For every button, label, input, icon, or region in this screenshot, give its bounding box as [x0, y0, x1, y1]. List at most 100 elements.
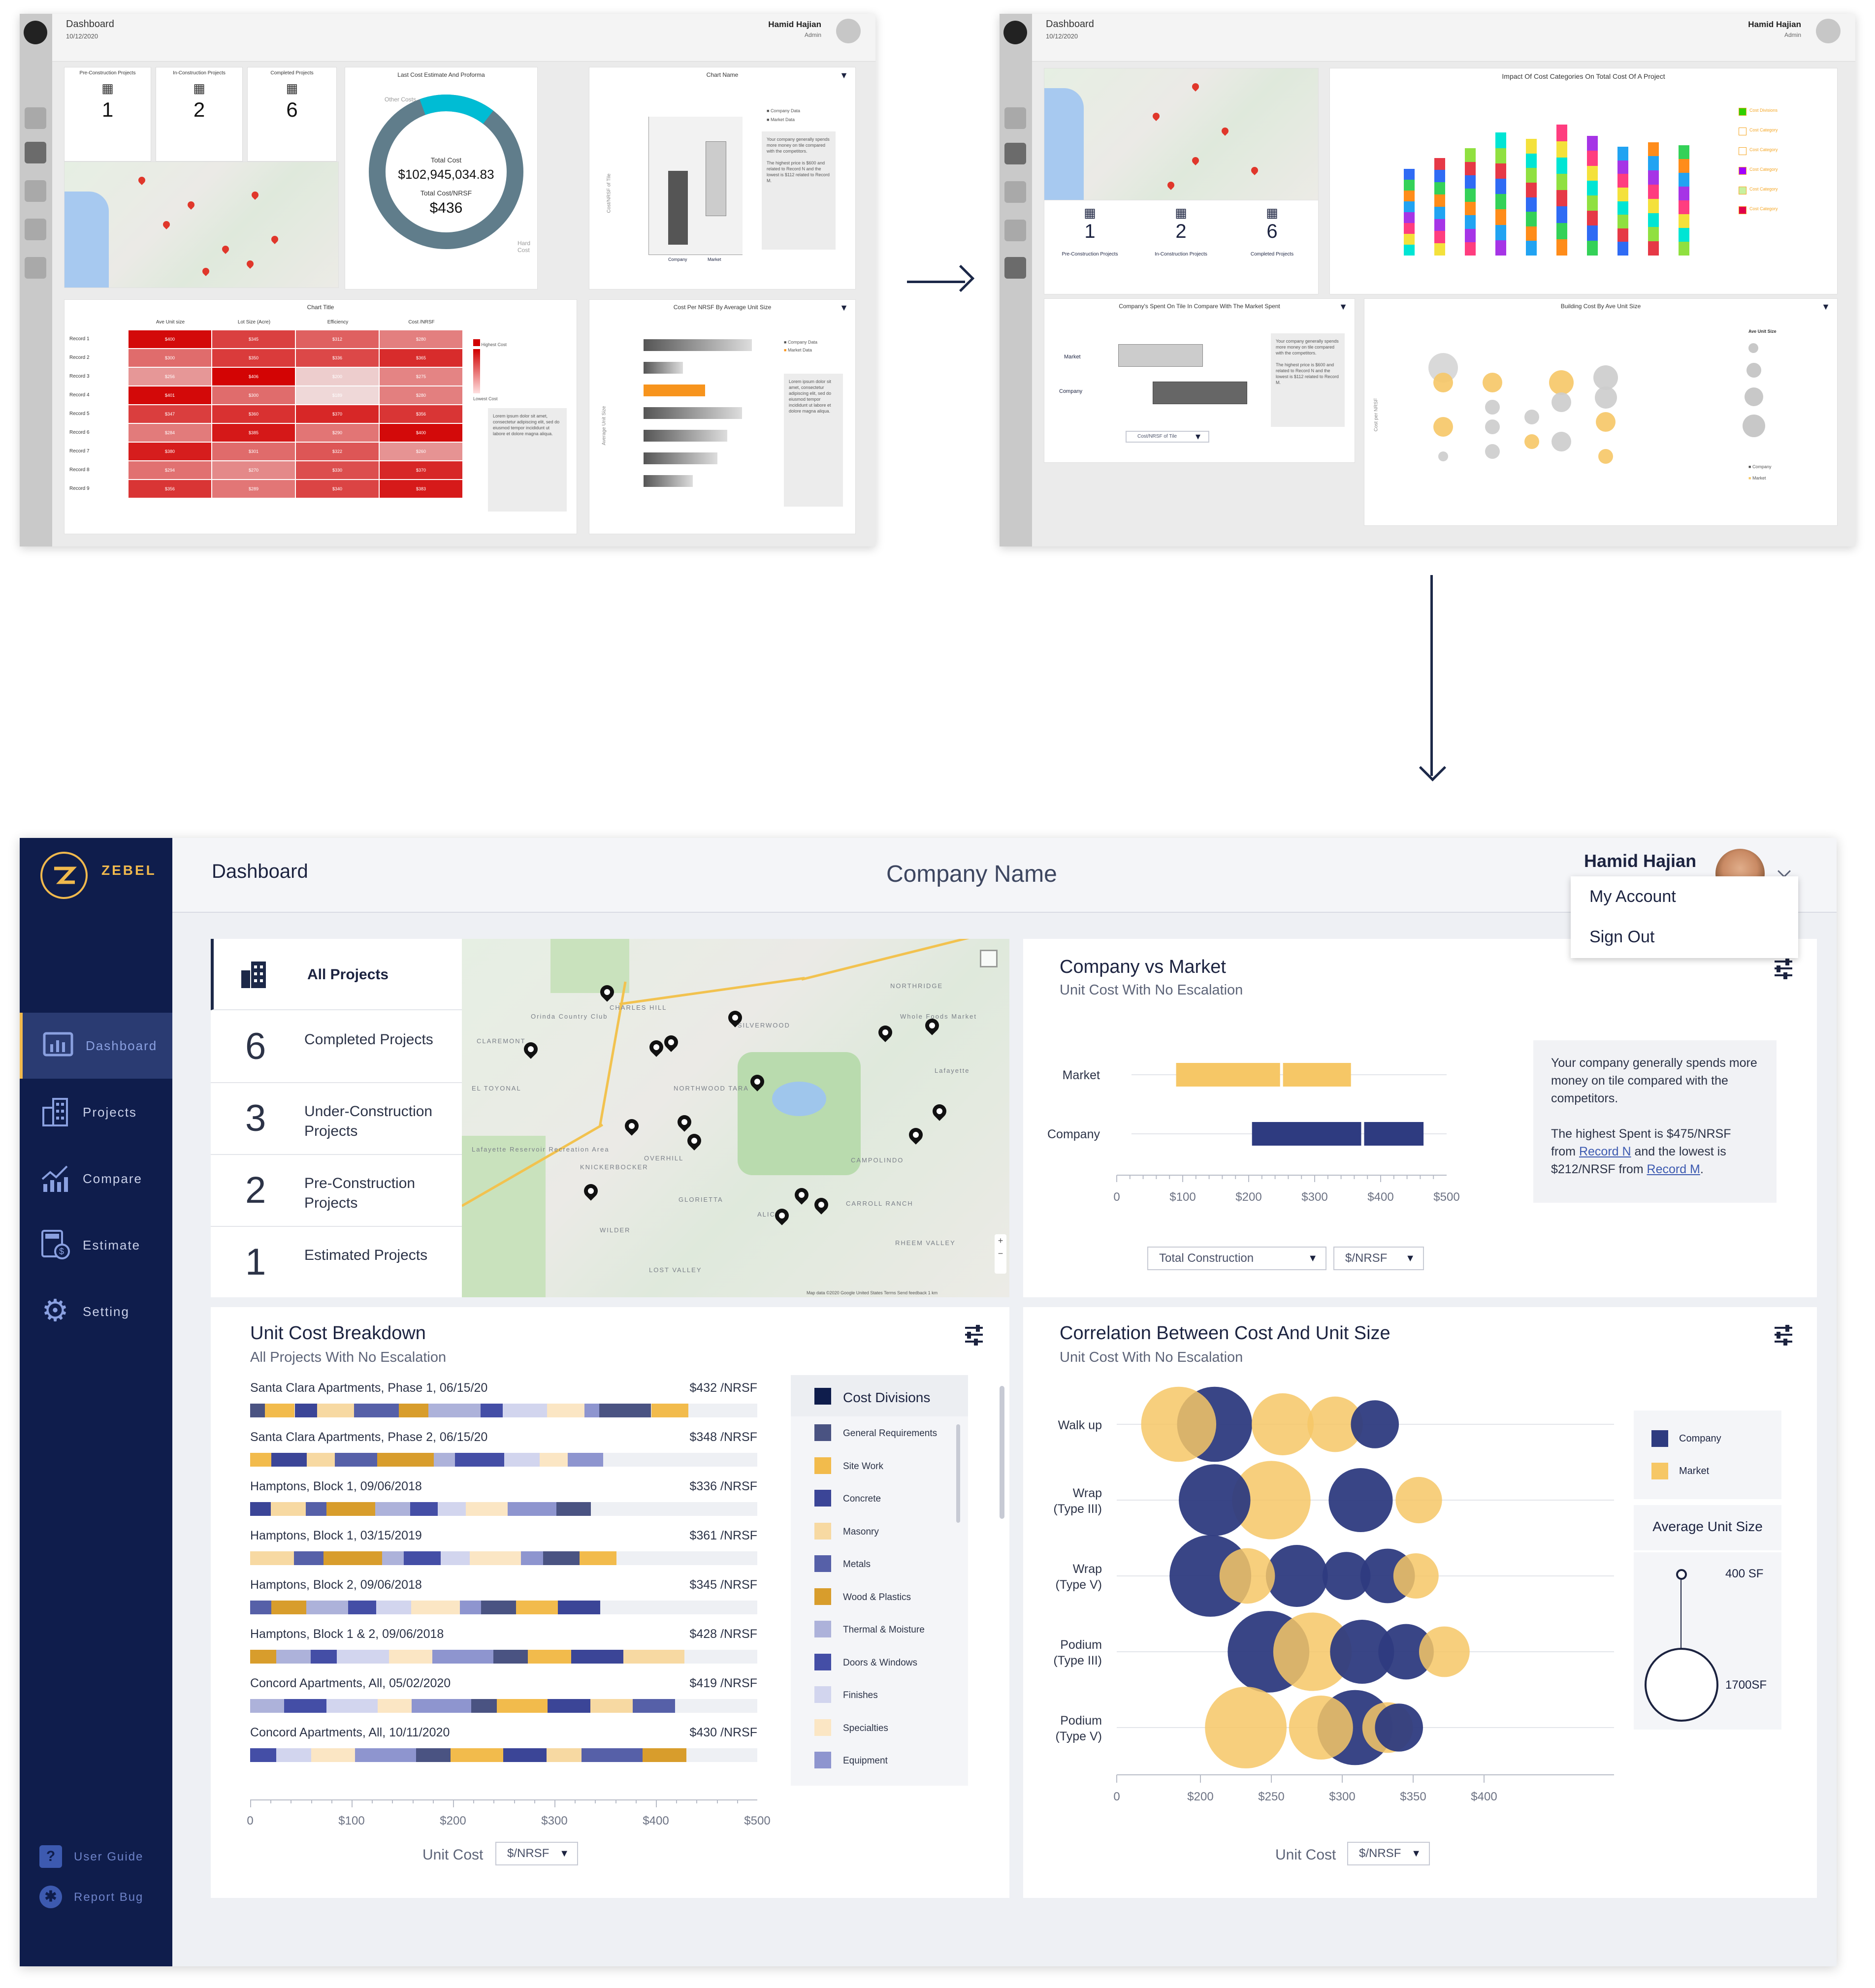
filter-settings-icon[interactable]	[1773, 1325, 1794, 1346]
unit-select[interactable]: $/NRSF ▼	[1333, 1247, 1424, 1270]
bar-segment[interactable]	[271, 1601, 306, 1614]
sidebar-item-compare[interactable]: Compare	[20, 1146, 172, 1212]
bar-segment[interactable]	[516, 1601, 558, 1614]
legend-item[interactable]: Metals	[814, 1555, 952, 1575]
bar-segment[interactable]	[440, 1551, 470, 1565]
sidebar-item-estimate[interactable]: $ Estimate	[20, 1212, 172, 1278]
table-row[interactable]: Santa Clara Apartments, Phase 2, 06/15/2…	[250, 1430, 757, 1475]
cost-type-select[interactable]: Total Construction ▼	[1147, 1247, 1326, 1270]
wf-stat-card[interactable]: In-Construction Projects ▦ 2	[156, 67, 243, 161]
bar-segment[interactable]	[496, 1699, 548, 1713]
bar-segment[interactable]	[355, 1748, 416, 1762]
map-pin-icon[interactable]	[930, 1101, 949, 1121]
bubble-market[interactable]	[1419, 1626, 1470, 1677]
bar-segment[interactable]	[265, 1404, 295, 1417]
box-upper[interactable]	[1283, 1063, 1351, 1087]
bar-segment[interactable]	[250, 1453, 271, 1467]
table-row[interactable]: Concord Apartments, All, 10/11/2020 $430 …	[250, 1726, 757, 1770]
project-filter-all[interactable]: All Projects	[211, 939, 462, 1010]
bar-segment[interactable]	[250, 1699, 285, 1713]
bar-segment[interactable]	[643, 1748, 686, 1762]
wf-map[interactable]	[1044, 68, 1319, 201]
bar-segment[interactable]	[432, 1650, 493, 1664]
legend-scrollbar[interactable]	[956, 1424, 960, 1523]
bar-segment[interactable]	[323, 1551, 382, 1565]
stat-item[interactable]: ▦ 1 Pre-Construction Projects	[1044, 205, 1135, 257]
box-upper[interactable]	[1364, 1122, 1424, 1146]
bubble-company[interactable]	[1328, 1468, 1393, 1533]
bar-segment[interactable]	[335, 1453, 378, 1467]
avatar[interactable]	[836, 19, 861, 43]
filter-icon[interactable]: ▼	[1821, 302, 1830, 312]
bubble-company[interactable]	[1265, 1545, 1328, 1607]
menu-item-my-account[interactable]: My Account	[1589, 887, 1676, 906]
bar-segment[interactable]	[599, 1404, 651, 1417]
map-pin-icon[interactable]	[811, 1195, 831, 1215]
filter-settings-icon[interactable]	[963, 1325, 985, 1346]
bubble-company[interactable]	[1179, 1464, 1251, 1536]
table-row[interactable]: Hamptons, Block 1 & 2, 09/06/2018 $428 /N…	[250, 1627, 757, 1671]
bar-segment[interactable]	[502, 1404, 548, 1417]
legend-item[interactable]: Doors & Windows	[814, 1653, 952, 1673]
bubble-company[interactable]	[1351, 1400, 1399, 1448]
bar-segment[interactable]	[411, 1699, 471, 1713]
box-lower[interactable]	[1252, 1122, 1361, 1146]
bar-segment[interactable]	[465, 1502, 508, 1516]
chevron-down-icon[interactable]	[1778, 865, 1791, 878]
bar-segment[interactable]	[311, 1748, 355, 1762]
bar-segment[interactable]	[276, 1748, 311, 1762]
bar-segment[interactable]	[276, 1650, 311, 1664]
rail-icon[interactable]	[1004, 220, 1026, 241]
bar-segment[interactable]	[377, 1699, 412, 1713]
project-filter-estimated[interactable]: 1 Estimated Projects	[211, 1226, 462, 1297]
bar-segment[interactable]	[521, 1551, 543, 1565]
project-filter-pre-construction[interactable]: 2 Pre-Construction Projects	[211, 1154, 462, 1227]
bar-segment[interactable]	[294, 1404, 317, 1417]
unit-select[interactable]: $/NRSF ▼	[1347, 1842, 1430, 1865]
filter-icon[interactable]: ▼	[840, 303, 848, 313]
map-pin-icon[interactable]	[792, 1185, 811, 1205]
bubble-market[interactable]	[1141, 1386, 1217, 1462]
bar-segment[interactable]	[558, 1601, 600, 1614]
zoom-controls[interactable]: + −	[995, 1234, 1006, 1274]
bar-segment[interactable]	[428, 1404, 481, 1417]
bar-segment[interactable]	[438, 1502, 466, 1516]
bar-segment[interactable]	[590, 1699, 633, 1713]
bar-segment[interactable]	[284, 1699, 327, 1713]
stat-item[interactable]: ▦ 6 Completed Projects	[1227, 205, 1318, 257]
bubble-market[interactable]	[1219, 1548, 1275, 1604]
record-link[interactable]: Record M	[1647, 1162, 1700, 1176]
wf-stat-card[interactable]: Pre-Construction Projects ▦ 1	[64, 67, 151, 161]
bar-segment[interactable]	[404, 1551, 441, 1565]
map-pin-icon[interactable]	[647, 1037, 666, 1057]
bar-segment[interactable]	[651, 1404, 688, 1417]
bar-segment[interactable]	[547, 1748, 582, 1762]
bar-segment[interactable]	[306, 1502, 327, 1516]
bar-segment[interactable]	[250, 1502, 271, 1516]
bar-segment[interactable]	[471, 1699, 497, 1713]
bar-segment[interactable]	[543, 1551, 580, 1565]
bar-segment[interactable]	[582, 1748, 643, 1762]
bar-segment[interactable]	[481, 1601, 517, 1614]
bubble-company[interactable]	[1330, 1619, 1394, 1684]
bubble-market[interactable]	[1252, 1393, 1314, 1455]
table-row[interactable]: Concord Apartments, All, 05/02/2020 $419 …	[250, 1676, 757, 1721]
bar-segment[interactable]	[480, 1404, 503, 1417]
bubble-market[interactable]	[1232, 1461, 1311, 1539]
bar-segment[interactable]	[433, 1453, 455, 1467]
bar-segment[interactable]	[375, 1502, 410, 1516]
bar-segment[interactable]	[250, 1748, 277, 1762]
bar-segment[interactable]	[528, 1650, 572, 1664]
rail-icon[interactable]	[1004, 143, 1026, 164]
legend-item[interactable]: Masonry	[814, 1522, 952, 1542]
bar-segment[interactable]	[389, 1650, 433, 1664]
filter-settings-icon[interactable]	[1773, 959, 1794, 979]
wf-select[interactable]: Cost/NRSF of Tile ▾	[1126, 431, 1209, 443]
unit-select[interactable]: $/NRSF ▼	[495, 1842, 578, 1865]
table-row[interactable]: Hamptons, Block 2, 09/06/2018 $345 /NRSF	[250, 1578, 757, 1622]
rail-icon[interactable]	[25, 219, 46, 240]
bar-segment[interactable]	[326, 1699, 378, 1713]
rail-icon[interactable]	[25, 107, 46, 129]
bar-segment[interactable]	[470, 1551, 521, 1565]
bubble-company[interactable]	[1322, 1552, 1371, 1600]
